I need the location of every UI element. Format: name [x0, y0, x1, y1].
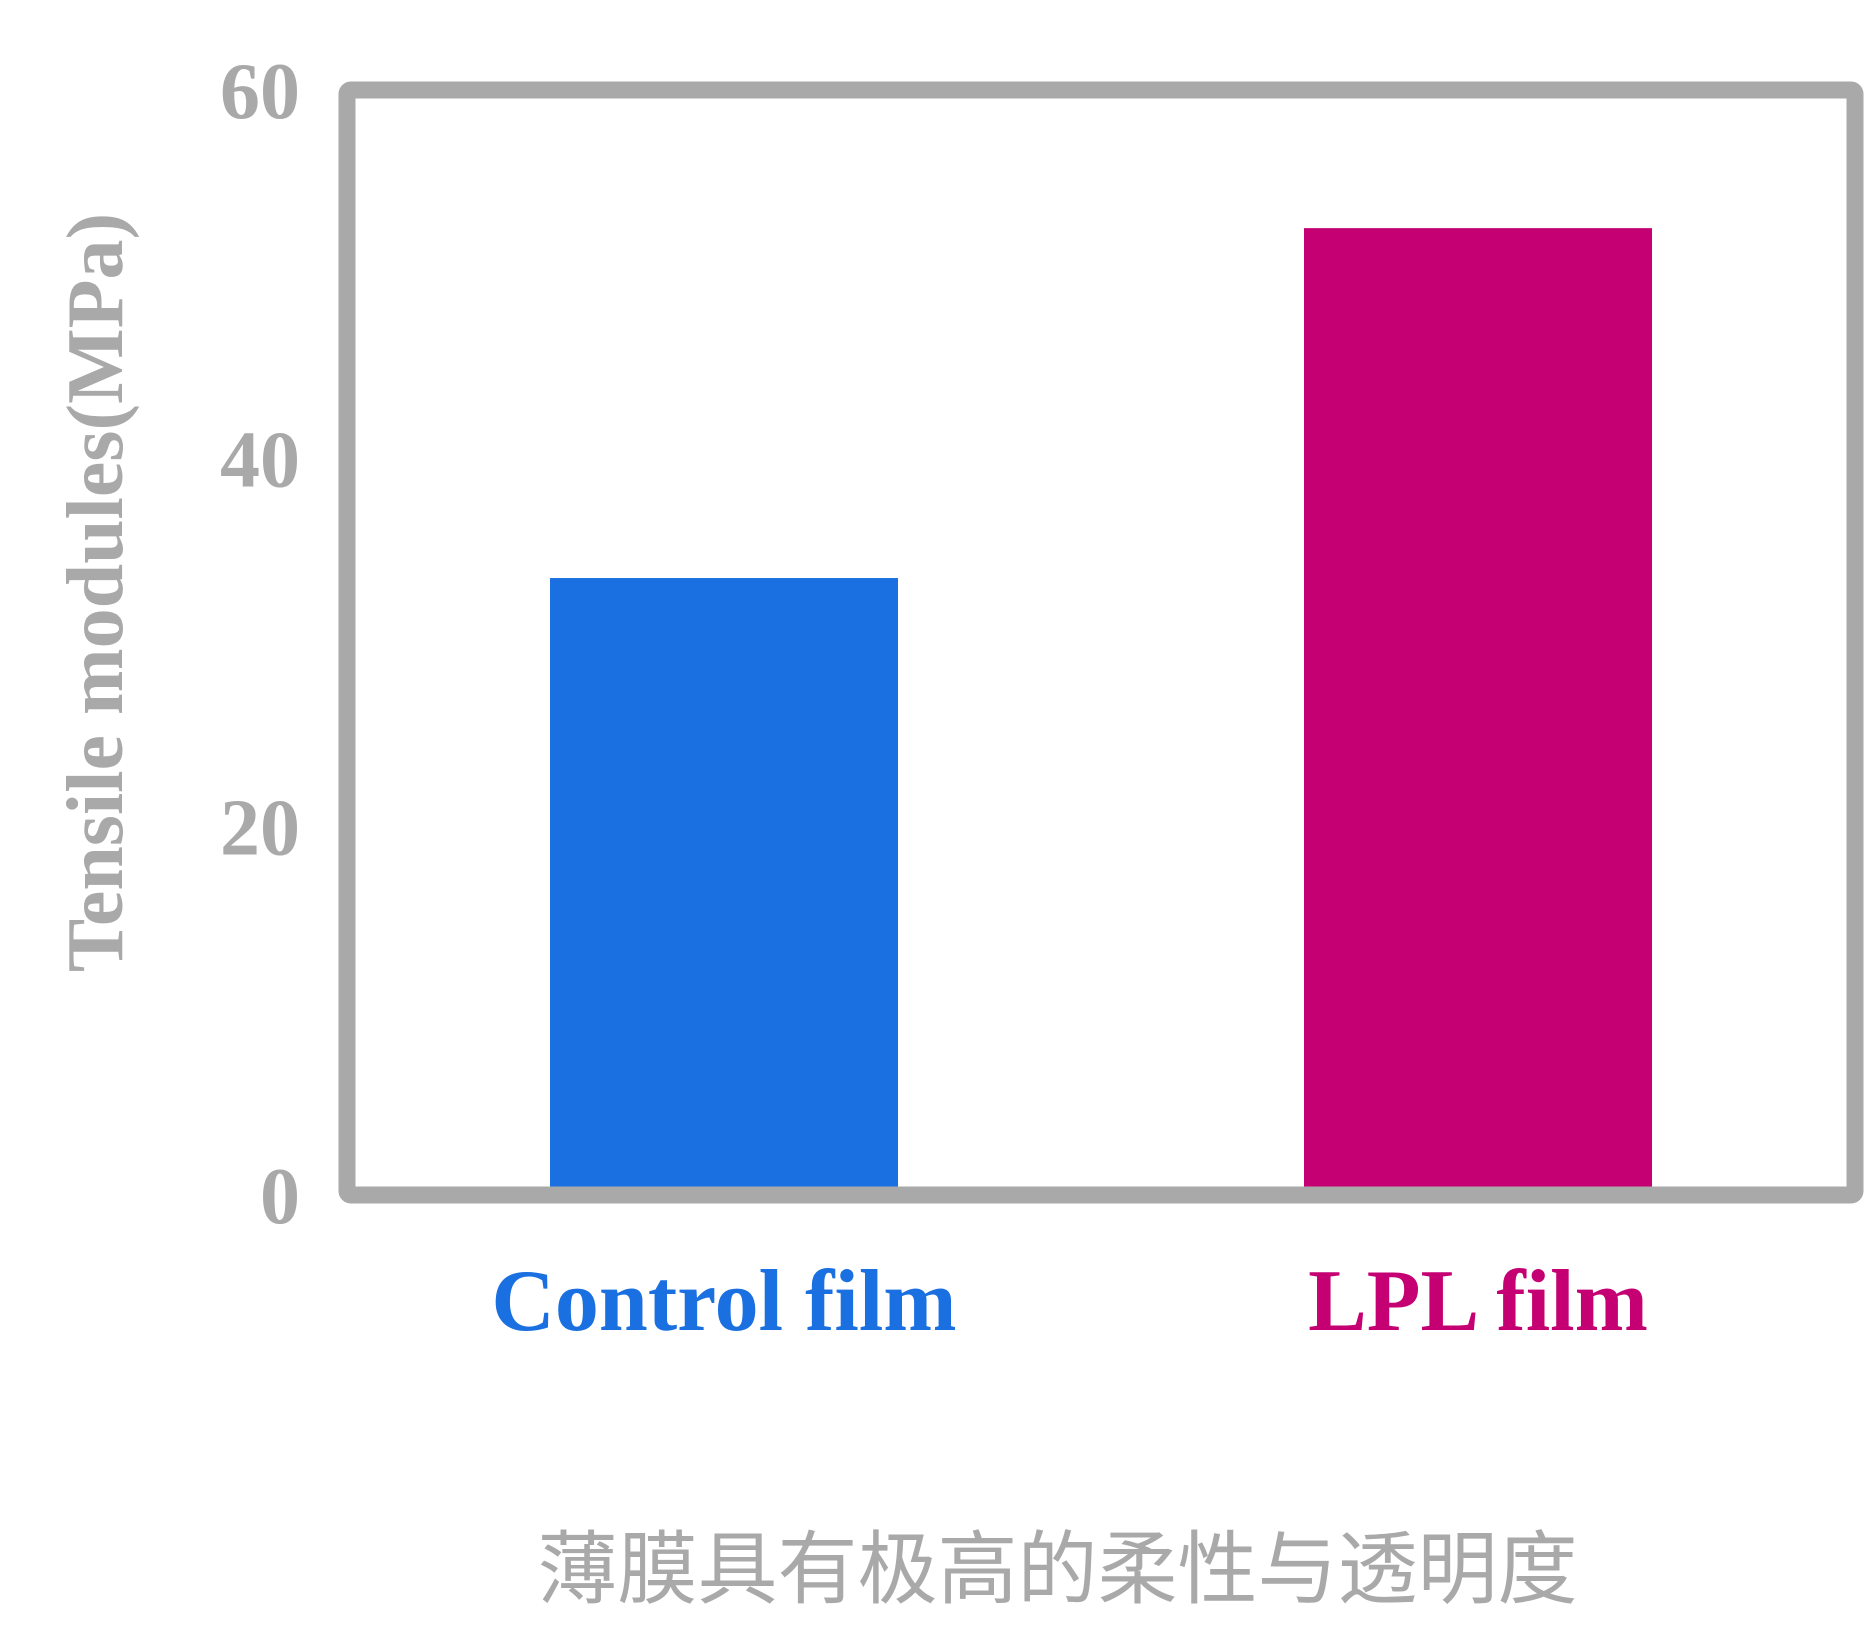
- y-tick-label: 20: [220, 785, 300, 873]
- y-axis-title: Tensile modules(MPa): [52, 213, 140, 972]
- plot-frame: [338, 81, 1864, 1204]
- category-label: LPL film: [1308, 1253, 1648, 1350]
- bar-control-film: [550, 578, 898, 1189]
- y-tick-label: 60: [220, 48, 300, 136]
- figure-caption: 薄膜具有极高的柔性与透明度: [537, 1523, 1578, 1616]
- y-tick-label: 0: [260, 1153, 300, 1241]
- category-label: Control film: [491, 1253, 956, 1350]
- y-tick-label: 40: [220, 416, 300, 504]
- y-tick-labels: 0 20 40 60: [220, 48, 300, 1241]
- bars-group: [550, 228, 1652, 1189]
- bar-lpl-film: [1304, 228, 1652, 1189]
- category-labels: Control film LPL film: [491, 1253, 1648, 1350]
